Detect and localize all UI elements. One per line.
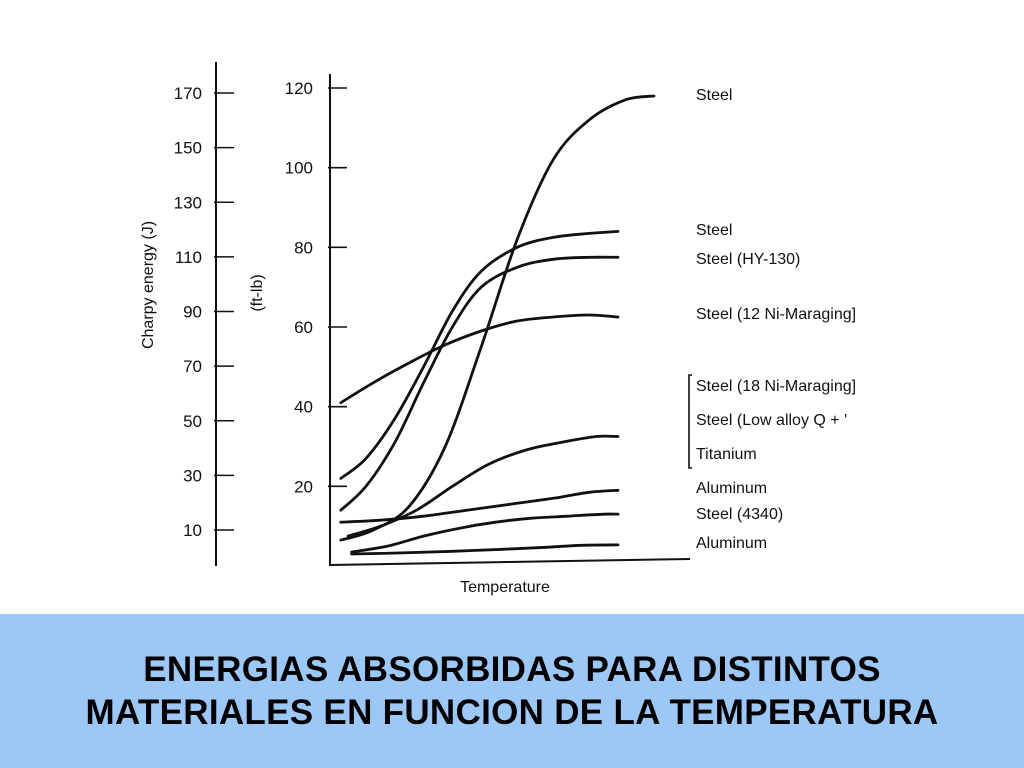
chart: 170 150 130 110 90 70 50 30 10 Charpy energy (J)… [140, 62, 856, 596]
label-steel-12ni: Steel (12 Ni-Maraging] [696, 306, 856, 323]
label-steel-18ni: Steel (18 Ni-Maraging] [696, 378, 856, 395]
caption-band: ENERGIAS ABSORBIDAS PARA DISTINTOS MATER… [0, 614, 1024, 768]
group-bracket [688, 374, 692, 469]
label-steel-top: Steel [696, 87, 732, 104]
right-tick-label: 40 [294, 398, 313, 417]
label-titanium: Titanium [696, 446, 757, 463]
series-line-aluminum-8 [350, 543, 620, 556]
left-axis: 170 150 130 110 90 70 50 30 10 Charpy energy (J) [140, 62, 234, 566]
label-aluminum-2: Aluminum [696, 535, 767, 552]
right-tick-label: 80 [294, 238, 313, 257]
label-steel-4340: Steel (4340) [696, 506, 783, 523]
label-aluminum-1: Aluminum [696, 480, 767, 497]
series-line-steel-4340-7 [350, 512, 620, 554]
right-tick-label: 120 [285, 79, 313, 98]
series-line-aluminum-6 [339, 488, 620, 524]
series-labels: Steel Steel Steel (HY-130) Steel (12 Ni-… [688, 87, 856, 552]
label-steel-2: Steel [696, 222, 732, 239]
label-steel-hy130: Steel (HY-130) [696, 251, 800, 268]
right-axis-title: (ft-lb) [249, 274, 266, 311]
right-tick-label: 100 [285, 159, 313, 178]
left-tick-label: 30 [183, 466, 202, 485]
label-steel-low-alloy: Steel (Low alloy Q + ' [696, 412, 847, 429]
series-line-steel-2 [339, 230, 620, 480]
left-axis-title: Charpy energy (J) [140, 221, 157, 349]
x-axis-title: Temperature [460, 579, 550, 596]
left-tick-label: 150 [174, 139, 202, 158]
series-line-titanium-5 [346, 434, 620, 538]
x-axis: Temperature [329, 558, 691, 596]
left-tick-label: 170 [174, 84, 202, 103]
left-tick-label: 90 [183, 303, 202, 322]
left-tick-label: 50 [183, 412, 202, 431]
series-line-steel-12-ni-maraging-4 [339, 313, 620, 405]
right-tick-label: 60 [294, 318, 313, 337]
caption-title: ENERGIAS ABSORBIDAS PARA DISTINTOS MATER… [85, 650, 939, 732]
x-axis-line [329, 558, 691, 566]
series-line-steel-hy-130-3 [339, 255, 620, 512]
right-axis: 120 100 80 60 40 20 (ft-lb) [249, 74, 347, 566]
series-group [339, 94, 656, 556]
series-line-steel-1 [339, 94, 656, 542]
left-tick-label: 10 [183, 521, 202, 540]
left-tick-label: 110 [175, 248, 202, 267]
right-tick-label: 20 [294, 477, 313, 496]
left-tick-label: 70 [183, 357, 202, 376]
left-tick-label: 130 [174, 193, 202, 212]
